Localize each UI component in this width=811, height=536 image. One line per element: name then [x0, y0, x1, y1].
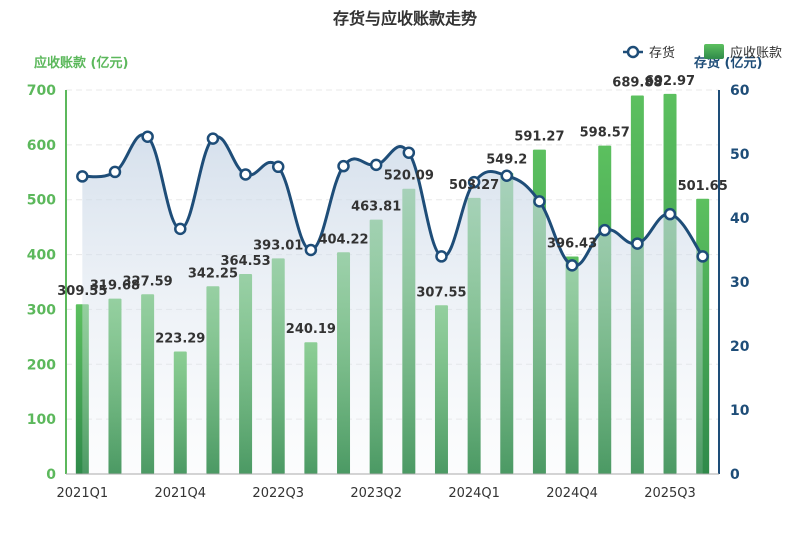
inventory-point	[239, 168, 252, 181]
right-tick-label: 0	[730, 467, 740, 483]
inventory-point	[500, 169, 514, 183]
legend-inventory-marker	[626, 45, 640, 59]
bar-value-label: 549.2	[486, 153, 527, 168]
inventory-point	[663, 207, 677, 221]
left-tick-label: 500	[27, 193, 56, 209]
inventory-point	[565, 259, 579, 272]
inventory-point	[271, 160, 285, 174]
right-tick-label: 30	[730, 275, 750, 291]
inventory-point	[696, 250, 709, 263]
bar-value-label: 307.55	[416, 285, 466, 300]
left-tick-label: 700	[27, 83, 56, 99]
right-tick-label: 10	[730, 403, 750, 419]
inventory-point	[533, 195, 546, 208]
inventory-point	[467, 175, 481, 189]
bar-value-label: 342.25	[188, 266, 238, 281]
inventory-point	[174, 222, 187, 236]
bar-value-label: 503.27	[449, 178, 499, 193]
axes: 0 100 200 300 400 500 600 700 0 10 20 30 40 50 60 2021Q…	[27, 83, 750, 501]
inventory-point	[304, 243, 318, 257]
bar-value-label: 240.19	[286, 322, 336, 337]
legend-inventory-label: 存货	[649, 45, 675, 61]
left-tick-label: 400	[27, 248, 56, 264]
bar-value-label: 689.88	[612, 76, 662, 91]
inventory-point	[108, 165, 122, 179]
inventory-point	[337, 159, 350, 173]
left-tick-label: 0	[46, 467, 56, 483]
legend-item-receivables[interactable]: 应收账款	[704, 44, 782, 61]
left-axis-label: 应收账款 (亿元)	[34, 55, 128, 71]
right-tick-label: 60	[730, 83, 750, 99]
x-tick-label: 2021Q4	[154, 486, 206, 501]
inventory-point	[76, 170, 89, 183]
inventory-point	[598, 223, 611, 237]
inventory-point	[435, 250, 448, 263]
bar-value-label: 319.68	[90, 279, 140, 294]
legend-item-inventory[interactable]: 存货	[623, 45, 675, 61]
right-tick-label: 20	[730, 339, 750, 355]
chart-title: 存货与应收账款走势	[333, 9, 477, 28]
legend-receivables-label: 应收账款	[730, 45, 782, 61]
legend[interactable]: 存货 应收账款	[623, 44, 782, 61]
bar-value-label: 404.22	[318, 232, 368, 247]
x-tick-label: 2024Q4	[546, 486, 598, 501]
x-tick-label: 2025Q3	[644, 486, 696, 501]
bar-value-label: 520.09	[384, 169, 434, 184]
x-tick-label: 2024Q1	[448, 486, 500, 501]
x-tick-label: 2023Q2	[350, 486, 402, 501]
inventory-line-group	[76, 130, 709, 272]
bar-value-label: 463.81	[351, 200, 401, 215]
inventory-point	[206, 132, 220, 145]
inventory-point	[631, 237, 644, 250]
bar-value-label: 591.27	[514, 130, 564, 145]
inventory-point	[369, 158, 383, 172]
bar-value-label: 364.53	[220, 254, 270, 269]
bar-value-label: 501.65	[678, 179, 728, 194]
bar-value-label: 598.57	[580, 126, 630, 141]
inventory-point	[141, 130, 154, 143]
left-tick-label: 100	[27, 412, 56, 428]
bar-value-label: 396.43	[547, 237, 597, 252]
right-tick-label: 50	[730, 147, 750, 163]
x-tick-label: 2022Q3	[252, 486, 304, 501]
x-tick-label: 2021Q1	[57, 486, 109, 501]
bar-value-label: 309.55	[57, 284, 107, 299]
bar-value-label: 223.29	[155, 332, 205, 347]
bar-value-label: 393.01	[253, 238, 303, 253]
right-tick-label: 40	[730, 211, 750, 227]
left-tick-label: 200	[27, 357, 56, 373]
left-tick-label: 300	[27, 302, 56, 318]
inventory-point	[402, 146, 416, 159]
legend-receivables-swatch	[704, 44, 724, 59]
left-tick-label: 600	[27, 138, 56, 154]
bar-value-label: 692.97	[645, 74, 695, 89]
bar-value-label: 327.59	[123, 274, 173, 289]
